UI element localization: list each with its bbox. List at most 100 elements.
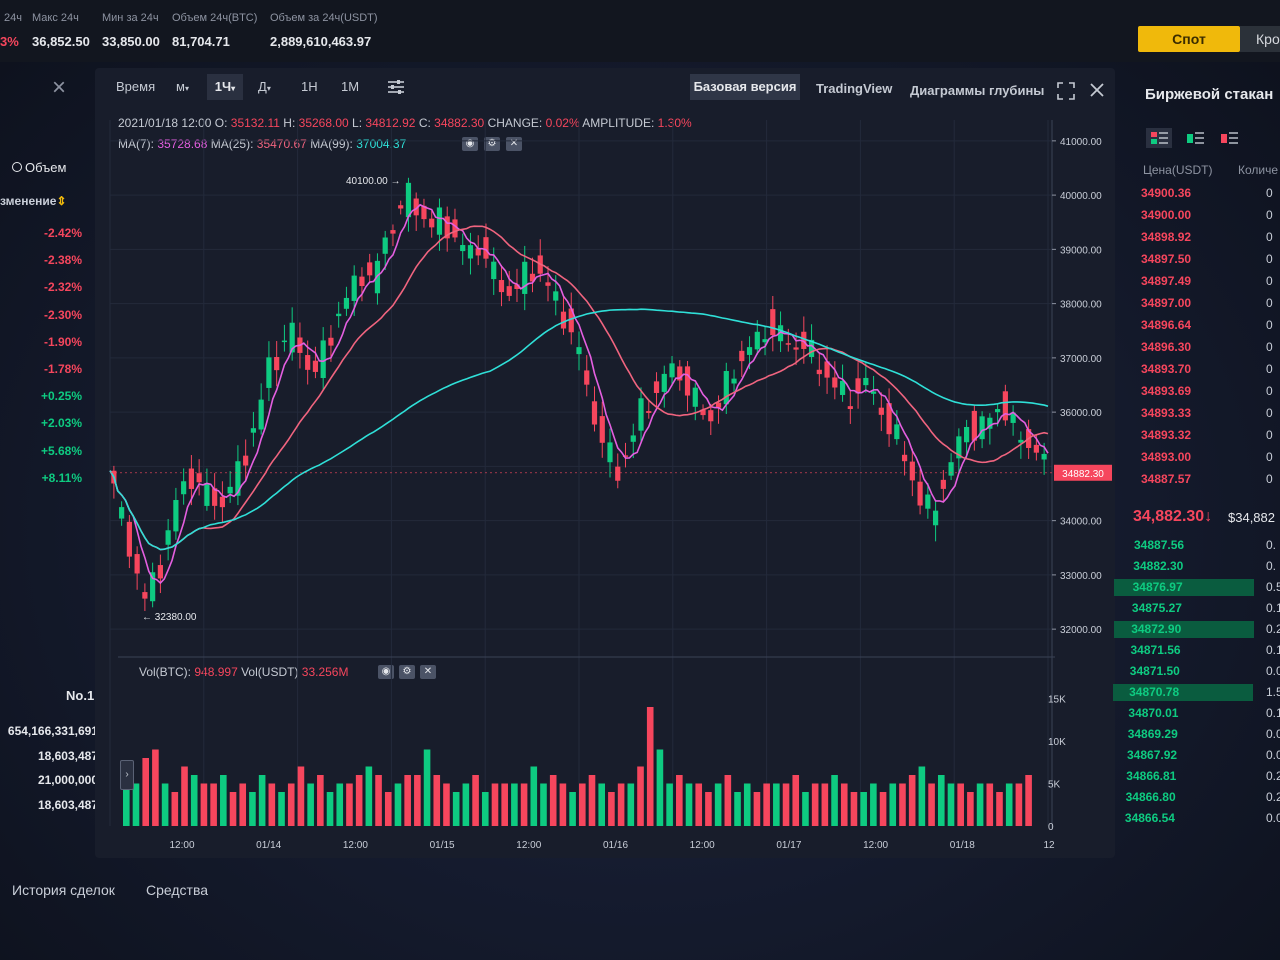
bid-qty: 0.0 <box>1266 727 1280 741</box>
volume-settings-icon[interactable]: ⚙ <box>399 665 415 679</box>
volume-bar <box>734 792 741 826</box>
volume-bar <box>656 749 664 826</box>
depth-chart-button[interactable]: Диаграммы глубины <box>910 83 1045 98</box>
basic-view-button[interactable]: Базовая версия <box>690 74 800 100</box>
ask-price[interactable]: 34887.57 <box>1141 472 1192 486</box>
volume-tick-label: 15K <box>1048 695 1066 706</box>
bid-price[interactable]: 34867.92 <box>1127 748 1178 762</box>
ask-price[interactable]: 34893.00 <box>1141 450 1192 464</box>
book-bids-icon[interactable] <box>1182 128 1208 148</box>
ask-price[interactable]: 34897.00 <box>1141 296 1192 310</box>
arrow-down-icon: ↓ <box>1204 508 1213 525</box>
candle-body <box>157 565 163 579</box>
candle-body <box>615 466 621 481</box>
toolbar-week[interactable]: 1Н <box>301 79 318 94</box>
time-tick-label: 01/18 <box>950 840 975 851</box>
candle-body <box>553 291 559 301</box>
candle-body <box>235 461 241 496</box>
order-book-title: Биржевой стакан <box>1145 86 1274 103</box>
ask-price[interactable]: 34893.69 <box>1141 384 1192 398</box>
volume-bar <box>268 783 276 826</box>
bid-price[interactable]: 34869.29 <box>1127 727 1178 741</box>
bid-price[interactable]: 34866.81 <box>1126 769 1177 783</box>
ask-price[interactable]: 34896.30 <box>1141 340 1192 354</box>
book-asks-icon[interactable] <box>1216 128 1242 148</box>
candle-body <box>382 237 388 254</box>
scroll-chart-handle[interactable]: › <box>120 760 134 790</box>
volume-bar <box>1005 783 1013 826</box>
candle-body <box>343 297 350 309</box>
candle-body <box>258 399 264 430</box>
bid-price[interactable]: 34866.80 <box>1125 790 1176 804</box>
ask-price[interactable]: 34898.92 <box>1141 230 1192 244</box>
bid-price[interactable]: 34875.27 <box>1131 601 1182 615</box>
caret-down-icon: ▾ <box>266 84 271 93</box>
candle-body <box>932 510 939 526</box>
bid-price[interactable]: 34870.01 <box>1128 706 1179 720</box>
toolbar-1h-dropdown[interactable]: 1Ч▾ <box>207 74 243 100</box>
price-tick-label: 38000.00 <box>1060 300 1102 311</box>
bid-price[interactable]: 34876.97 <box>1132 580 1183 594</box>
candle-body <box>770 309 776 336</box>
ask-price[interactable]: 34897.49 <box>1141 274 1192 288</box>
candle-body <box>452 219 458 238</box>
ask-price[interactable]: 34900.36 <box>1141 186 1192 200</box>
candle-body <box>398 205 404 209</box>
candle-body <box>320 340 326 379</box>
candle-body <box>669 363 675 378</box>
volume-visibility-icon[interactable]: ◉ <box>378 665 394 679</box>
ask-price[interactable]: 34900.00 <box>1141 208 1192 222</box>
bid-price[interactable]: 34871.50 <box>1129 664 1180 678</box>
ask-qty: 0 <box>1266 428 1273 442</box>
bid-price[interactable]: 34872.90 <box>1131 622 1182 636</box>
volume-bar <box>608 792 615 826</box>
change-column-header[interactable]: зменение⇕ <box>0 194 67 208</box>
candle-body <box>863 377 869 386</box>
current-price-tag: 34882.30 <box>1062 469 1104 480</box>
bid-price[interactable]: 34882.30 <box>1133 559 1184 573</box>
volume-remove-icon[interactable]: ✕ <box>420 665 436 679</box>
indicator-settings-icon[interactable] <box>386 78 406 101</box>
price-tick-label: 37000.00 <box>1060 354 1102 365</box>
fullscreen-icon[interactable] <box>1057 82 1075 105</box>
bid-price[interactable]: 34871.56 <box>1130 643 1181 657</box>
book-both-icon[interactable] <box>1146 128 1172 148</box>
ask-price[interactable]: 34897.50 <box>1141 252 1192 266</box>
ask-price[interactable]: 34893.70 <box>1141 362 1192 376</box>
change-value: -2.30% <box>43 307 82 322</box>
close-chart-icon[interactable] <box>1089 82 1105 103</box>
candle-body <box>971 410 977 441</box>
bid-qty: 0.2 <box>1266 790 1280 804</box>
candle-body <box>514 284 520 289</box>
ask-price[interactable]: 34893.33 <box>1141 406 1192 420</box>
cross-margin-button[interactable]: Кро <box>1240 26 1280 52</box>
tab-trade-history[interactable]: История сделок <box>12 882 115 898</box>
bid-price[interactable]: 34887.56 <box>1134 538 1185 552</box>
tradingview-button[interactable]: TradingView <box>816 81 893 96</box>
volume-bar <box>326 792 334 826</box>
circulating-supply-value: 18,603,487 <box>37 749 98 763</box>
toolbar-month[interactable]: 1М <box>341 79 360 94</box>
bid-price[interactable]: 34866.54 <box>1124 811 1175 825</box>
tab-funds[interactable]: Средства <box>146 882 209 898</box>
volume-bar <box>423 749 431 826</box>
candle-body <box>715 402 722 408</box>
high-annotation: 40100.00 → <box>346 176 401 187</box>
bid-price[interactable]: 34870.78 <box>1129 685 1180 699</box>
close-icon[interactable]: × <box>52 74 67 101</box>
candle-body <box>467 245 474 259</box>
volume-bar <box>1025 775 1032 826</box>
volume-bar <box>181 766 188 826</box>
time-tick-label: 01/15 <box>430 840 455 851</box>
ask-price[interactable]: 34893.32 <box>1141 428 1192 442</box>
volume-radio[interactable]: Объем <box>0 160 66 175</box>
candle-body <box>560 311 567 329</box>
spot-button[interactable]: Спот <box>1138 26 1240 52</box>
toolbar-time[interactable]: Время <box>116 79 156 94</box>
toolbar-day-dropdown[interactable]: Д▾ <box>258 79 271 94</box>
toolbar-minutes-dropdown[interactable]: м▾ <box>176 79 189 94</box>
high-24h-label: Макс 24ч <box>32 12 79 24</box>
volume-bar <box>384 792 392 826</box>
ask-price[interactable]: 34896.64 <box>1141 318 1192 332</box>
